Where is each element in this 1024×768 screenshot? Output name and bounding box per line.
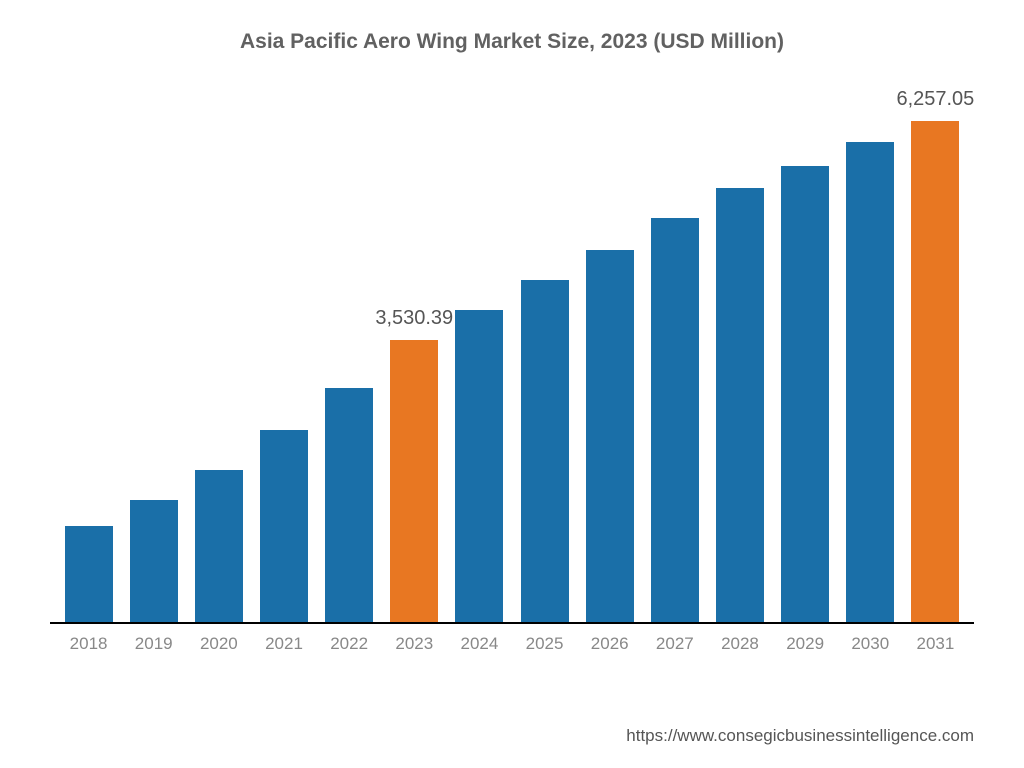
x-tick-2027: 2027 — [642, 634, 707, 654]
x-tick-2030: 2030 — [838, 634, 903, 654]
chart-title: Asia Pacific Aero Wing Market Size, 2023… — [50, 30, 974, 54]
x-tick-2019: 2019 — [121, 634, 186, 654]
x-axis: 2018201920202021202220232024202520262027… — [50, 634, 974, 654]
bars-group: 3,530.39 6,257.05 — [50, 104, 974, 622]
x-tick-2024: 2024 — [447, 634, 512, 654]
bar-slot — [447, 104, 512, 622]
bar-slot — [121, 104, 186, 622]
bar-slot — [317, 104, 382, 622]
x-tick-2021: 2021 — [251, 634, 316, 654]
x-tick-2023: 2023 — [382, 634, 447, 654]
bar-2027 — [651, 218, 699, 622]
source-url: https://www.consegicbusinessintelligence… — [626, 726, 974, 746]
x-tick-2025: 2025 — [512, 634, 577, 654]
bar-slot — [56, 104, 121, 622]
bar-2030 — [846, 142, 894, 622]
bar-slot — [838, 104, 903, 622]
bar-slot — [642, 104, 707, 622]
bar-2029 — [781, 166, 829, 622]
bar-slot: 6,257.05 — [903, 104, 968, 622]
bar-slot — [773, 104, 838, 622]
x-tick-2028: 2028 — [707, 634, 772, 654]
plot-area: 3,530.39 6,257.05 — [50, 104, 974, 624]
bar-2031 — [911, 121, 959, 622]
bar-2021 — [260, 430, 308, 622]
bar-slot — [251, 104, 316, 622]
bar-2025 — [521, 280, 569, 622]
bar-slot: 3,530.39 — [382, 104, 447, 622]
bar-2026 — [586, 250, 634, 622]
bar-2022 — [325, 388, 373, 622]
bar-2024 — [455, 310, 503, 622]
bar-2019 — [130, 500, 178, 622]
x-tick-2020: 2020 — [186, 634, 251, 654]
bar-slot — [512, 104, 577, 622]
chart-container: Asia Pacific Aero Wing Market Size, 2023… — [50, 30, 974, 708]
x-tick-2029: 2029 — [773, 634, 838, 654]
bar-slot — [707, 104, 772, 622]
bar-2023 — [390, 340, 438, 622]
bar-2028 — [716, 188, 764, 622]
x-tick-2026: 2026 — [577, 634, 642, 654]
x-tick-2022: 2022 — [317, 634, 382, 654]
bar-slot — [577, 104, 642, 622]
bar-2020 — [195, 470, 243, 622]
x-tick-2031: 2031 — [903, 634, 968, 654]
bar-2018 — [65, 526, 113, 622]
bar-slot — [186, 104, 251, 622]
value-label-2031: 6,257.05 — [865, 88, 1005, 111]
x-tick-2018: 2018 — [56, 634, 121, 654]
